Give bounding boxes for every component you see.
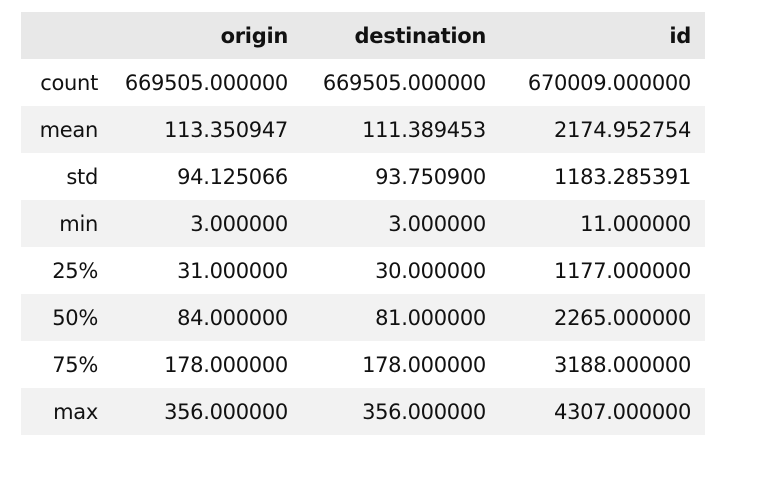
- row-label: std: [66, 164, 98, 189]
- table-row: max 356.000000 356.000000 4307.000000: [21, 388, 705, 435]
- row-label: 50%: [52, 305, 98, 330]
- cell-id: 3188.000000: [554, 352, 691, 377]
- table-row: std 94.125066 93.750900 1183.285391: [21, 153, 705, 200]
- row-label: max: [53, 399, 98, 424]
- row-label: 75%: [52, 352, 98, 377]
- cell-id: 4307.000000: [554, 399, 691, 424]
- cell-destination: 111.389453: [362, 117, 486, 142]
- row-label: mean: [39, 117, 99, 142]
- cell-id: 2174.952754: [554, 117, 691, 142]
- cell-id: 11.000000: [580, 211, 691, 236]
- header-row: origin destination id: [21, 12, 705, 59]
- cell-id: 1183.285391: [554, 164, 691, 189]
- cell-origin: 669505.000000: [124, 70, 288, 95]
- cell-origin: 113.350947: [164, 117, 288, 142]
- cell-origin: 3.000000: [190, 211, 288, 236]
- column-header-origin: origin: [220, 23, 289, 48]
- cell-destination: 81.000000: [375, 305, 486, 330]
- table-row: mean 113.350947 111.389453 2174.952754: [21, 106, 705, 153]
- cell-origin: 94.125066: [177, 164, 288, 189]
- cell-destination: 3.000000: [388, 211, 486, 236]
- cell-origin: 178.000000: [164, 352, 288, 377]
- table-row: min 3.000000 3.000000 11.000000: [21, 200, 705, 247]
- cell-origin: 356.000000: [164, 399, 288, 424]
- column-header-id: id: [669, 23, 691, 48]
- cell-id: 1177.000000: [554, 258, 691, 283]
- describe-table: origin destination id count 669505.00000…: [21, 12, 705, 435]
- column-header-destination: destination: [354, 23, 487, 48]
- cell-id: 670009.000000: [527, 70, 691, 95]
- cell-destination: 178.000000: [362, 352, 486, 377]
- index-header: [21, 12, 105, 59]
- row-label: count: [40, 70, 98, 95]
- table-row: 50% 84.000000 81.000000 2265.000000: [21, 294, 705, 341]
- table-row: 25% 31.000000 30.000000 1177.000000: [21, 247, 705, 294]
- row-label: 25%: [52, 258, 98, 283]
- cell-origin: 31.000000: [177, 258, 288, 283]
- cell-id: 2265.000000: [554, 305, 691, 330]
- cell-destination: 669505.000000: [322, 70, 486, 95]
- table-row: count 669505.000000 669505.000000 670009…: [21, 59, 705, 106]
- cell-destination: 356.000000: [362, 399, 486, 424]
- cell-origin: 84.000000: [177, 305, 288, 330]
- cell-destination: 30.000000: [375, 258, 486, 283]
- table-row: 75% 178.000000 178.000000 3188.000000: [21, 341, 705, 388]
- row-label: min: [59, 211, 98, 236]
- cell-destination: 93.750900: [375, 164, 486, 189]
